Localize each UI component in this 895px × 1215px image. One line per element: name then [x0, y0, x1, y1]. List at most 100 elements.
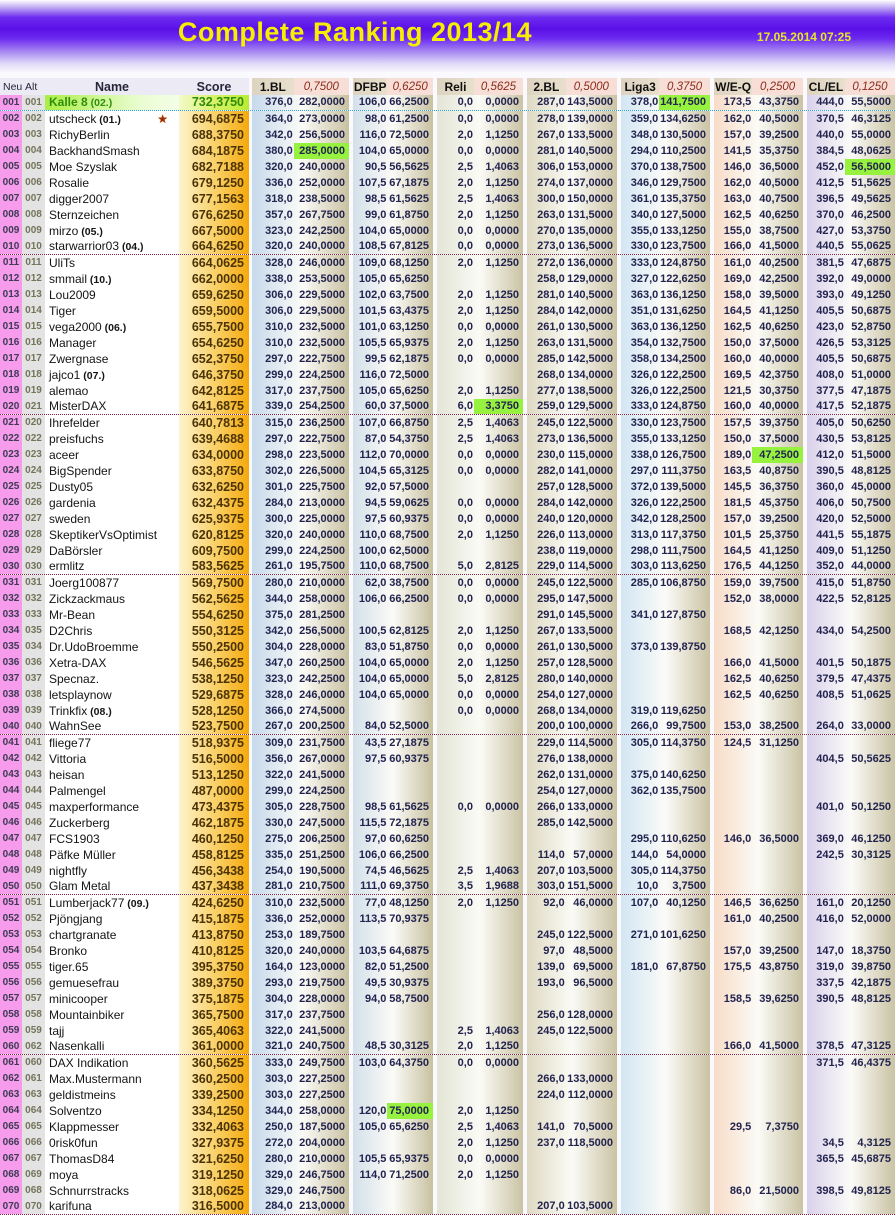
weq-weighted: 41,1250: [759, 545, 799, 557]
cl-cell: 405,5 50,6875: [807, 351, 895, 367]
l3-points: 330,0: [630, 240, 659, 252]
weq-weighted: 25,3750: [759, 529, 799, 541]
reli-cell: 2,5 1,4063: [437, 863, 523, 879]
reli-weighted: [474, 815, 523, 831]
table-row: 013 013 Lou2009 659,6250 306,0 229,5000 102,0 6…: [0, 287, 895, 303]
l3-points: 298,0: [630, 545, 659, 557]
reli-weighted: 1,1250: [485, 385, 519, 397]
reli-weighted: [474, 479, 523, 495]
reli-cell: 0,0 0,0000: [437, 495, 523, 511]
weq-points: [714, 1151, 752, 1167]
weq-points: 164,5: [723, 305, 752, 317]
rank-old-cell: 015: [22, 319, 45, 335]
bl2-cell: 141,0 70,5000: [527, 1119, 617, 1135]
dfbp-cell: 107,0 66,8750: [353, 415, 433, 431]
bl1-cell: 302,0 226,5000: [252, 463, 349, 479]
reli-cell: [437, 719, 523, 734]
dfbp-cell: 106,0 66,2500: [353, 847, 433, 863]
cl-points: 426,5: [816, 337, 844, 349]
bl1-points: 335,0: [265, 849, 293, 861]
bl2-points: 267,0: [537, 129, 565, 141]
bl2-weighted: 100,0000: [567, 720, 613, 732]
dfbp-points: 104,0: [358, 657, 387, 669]
weq-cell: 166,0 41,5000: [714, 239, 803, 254]
rank-old-cell: 027: [22, 511, 45, 527]
player-name-cell: moya: [45, 1167, 179, 1183]
dfbp-cell: 101,0 63,1250: [353, 319, 433, 335]
cl-weighted: 55,0000: [851, 129, 891, 141]
dfbp-weighted: 30,9375: [389, 977, 429, 989]
cl-points: 384,5: [816, 145, 844, 157]
bl2-cell: 280,0 140,0000: [527, 671, 617, 687]
dfbp-points: 107,0: [358, 417, 387, 429]
reli-points: 0,0: [457, 353, 473, 365]
bl1-points: 284,0: [265, 497, 293, 509]
dfbp-weighted: 54,3750: [389, 433, 429, 445]
reli-cell: [437, 783, 523, 799]
weq-cell: [714, 879, 803, 894]
bl2-cell: 229,0 114,5000: [527, 559, 617, 574]
dfbp-points: 100,0: [358, 545, 387, 557]
dfbp-points: 98,0: [364, 113, 387, 125]
l3-cell: [621, 1039, 710, 1054]
l3-weighted: [659, 1087, 710, 1103]
l3-points: [621, 815, 659, 831]
bl1-weighted: 222,7500: [299, 353, 345, 365]
col-weight: 0,2500: [752, 78, 803, 95]
rank-new-cell: 008: [0, 207, 22, 223]
cl-cell: 434,0 54,2500: [807, 623, 895, 639]
bl2-weighted: [566, 1167, 617, 1183]
l3-points: [621, 751, 659, 767]
rank-old-cell: 016: [22, 335, 45, 351]
bl2-weighted: [566, 1103, 617, 1119]
weq-points: 189,0: [723, 449, 752, 461]
l3-points: 351,0: [630, 305, 659, 317]
l3-cell: [621, 1151, 710, 1167]
bl1-points: 310,0: [265, 321, 293, 333]
cl-weighted: 50,1250: [851, 801, 891, 813]
bl1-weighted: 226,5000: [299, 465, 345, 477]
l3-points: [621, 591, 659, 607]
player-name: tajj: [49, 1024, 65, 1038]
reli-points: 0,0: [457, 577, 473, 589]
rank-old-cell: 055: [22, 959, 45, 975]
col-header-cl-el: CL/EL 0,1250: [807, 78, 895, 95]
dfbp-weighted: 68,7500: [389, 560, 429, 572]
player-name: Bronko: [49, 944, 88, 958]
player-name: Pjöngjang: [49, 912, 103, 926]
rank-old-cell: 012: [22, 271, 45, 287]
bl2-weighted: 70,5000: [573, 1121, 613, 1133]
player-name-cell: aceer: [45, 447, 179, 463]
player-name: starwarrior03: [49, 239, 120, 253]
reli-points: 2,0: [457, 897, 473, 909]
cl-weighted: 46,2500: [851, 209, 891, 221]
bl1-weighted: 258,0000: [299, 1105, 345, 1117]
bl1-points: 250,0: [265, 1121, 293, 1133]
weq-weighted: 40,6250: [759, 689, 799, 701]
l3-weighted: [659, 911, 710, 927]
bl1-points: 309,0: [265, 737, 293, 749]
bl1-points: 318,0: [265, 193, 293, 205]
l3-points: 326,0: [630, 369, 659, 381]
bl2-points: 97,0: [543, 945, 565, 957]
bl2-cell: 237,0 118,5000: [527, 1135, 617, 1151]
weq-points: 166,0: [723, 657, 752, 669]
weq-cell: 162,0 40,5000: [714, 175, 803, 191]
cl-points: 396,5: [816, 193, 844, 205]
weq-points: [714, 879, 752, 894]
cl-weighted: [845, 767, 895, 783]
bl1-points: 329,0: [265, 1169, 293, 1181]
player-name: geldistmeins: [49, 1088, 116, 1102]
player-name: minicooper: [49, 992, 108, 1006]
bl1-cell: 330,0 247,5000: [252, 815, 349, 831]
dfbp-cell: 104,0 65,0000: [353, 655, 433, 671]
cl-cell: [807, 1087, 895, 1103]
dfbp-weighted: 59,0625: [389, 497, 429, 509]
l3-points: 361,0: [630, 193, 659, 205]
bl1-cell: 306,0 229,5000: [252, 303, 349, 319]
weq-cell: 121,5 30,3750: [714, 383, 803, 399]
cl-points: [807, 815, 845, 831]
col-weight: 0,1250: [844, 78, 895, 95]
bl1-cell: 380,0 285,0000: [252, 143, 349, 159]
l3-cell: 359,0 134,6250: [621, 111, 710, 127]
